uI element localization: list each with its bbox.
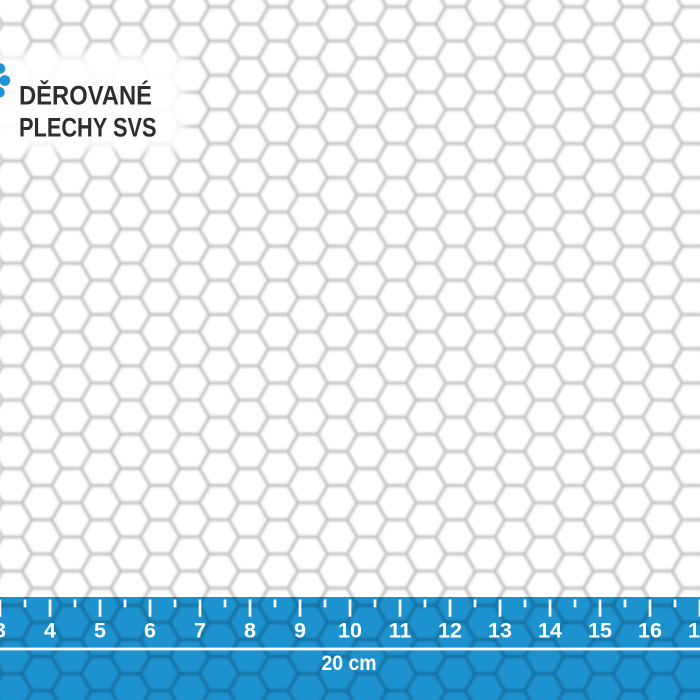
svg-text:5: 5 xyxy=(94,619,106,643)
svg-text:PLECHY SVS: PLECHY SVS xyxy=(19,112,157,142)
svg-text:3: 3 xyxy=(0,619,6,643)
svg-text:6: 6 xyxy=(144,619,156,643)
svg-text:DĚROVANÉ: DĚROVANÉ xyxy=(19,80,152,110)
svg-text:12: 12 xyxy=(438,619,462,643)
svg-text:7: 7 xyxy=(194,619,206,643)
svg-text:11: 11 xyxy=(389,619,412,643)
svg-text:20 cm: 20 cm xyxy=(322,651,377,675)
svg-text:13: 13 xyxy=(488,619,512,643)
svg-text:17: 17 xyxy=(688,619,700,643)
svg-text:4: 4 xyxy=(44,619,56,643)
svg-text:8: 8 xyxy=(244,619,256,643)
svg-text:15: 15 xyxy=(588,619,612,643)
svg-text:9: 9 xyxy=(294,619,306,643)
svg-text:16: 16 xyxy=(638,619,662,643)
svg-text:10: 10 xyxy=(338,619,362,643)
svg-text:14: 14 xyxy=(538,619,562,643)
